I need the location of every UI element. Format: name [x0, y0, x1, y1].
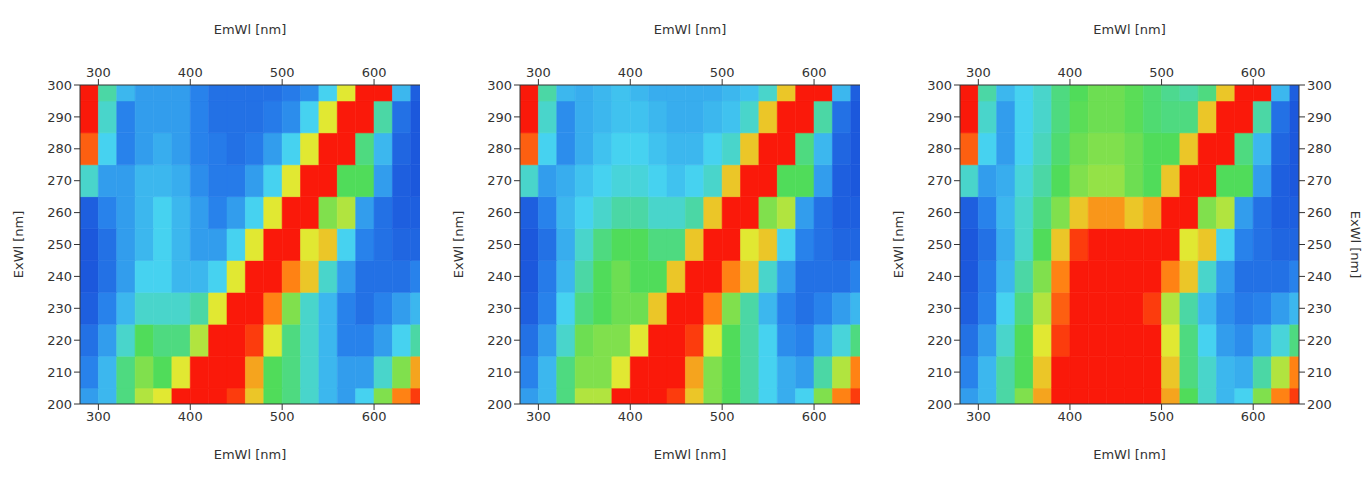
svg-text:290: 290: [47, 110, 72, 125]
svg-text:600: 600: [802, 409, 827, 424]
svg-text:260: 260: [487, 205, 512, 220]
svg-text:500: 500: [1149, 65, 1174, 80]
svg-text:200: 200: [927, 397, 952, 412]
svg-text:400: 400: [1058, 65, 1083, 80]
svg-text:260: 260: [927, 205, 952, 220]
svg-text:200: 200: [1307, 397, 1332, 412]
svg-text:230: 230: [1307, 301, 1332, 316]
svg-text:210: 210: [927, 365, 952, 380]
svg-text:290: 290: [927, 110, 952, 125]
svg-text:ExWl [nm]: ExWl [nm]: [11, 211, 26, 279]
svg-text:240: 240: [927, 269, 952, 284]
svg-text:300: 300: [526, 65, 551, 80]
svg-text:230: 230: [487, 301, 512, 316]
svg-text:400: 400: [178, 409, 203, 424]
svg-text:280: 280: [927, 141, 952, 156]
svg-text:EmWl [nm]: EmWl [nm]: [654, 22, 727, 37]
svg-text:250: 250: [927, 237, 952, 252]
svg-text:260: 260: [1307, 205, 1332, 220]
svg-text:250: 250: [487, 237, 512, 252]
svg-text:290: 290: [1307, 110, 1332, 125]
svg-text:250: 250: [1307, 237, 1332, 252]
svg-text:500: 500: [710, 409, 735, 424]
svg-text:240: 240: [487, 269, 512, 284]
svg-text:280: 280: [47, 141, 72, 156]
svg-text:400: 400: [1058, 409, 1083, 424]
svg-text:210: 210: [1307, 365, 1332, 380]
svg-text:500: 500: [270, 65, 295, 80]
svg-text:200: 200: [487, 397, 512, 412]
svg-text:500: 500: [1149, 409, 1174, 424]
svg-text:400: 400: [618, 65, 643, 80]
svg-text:280: 280: [487, 141, 512, 156]
svg-text:EmWl [nm]: EmWl [nm]: [214, 22, 287, 37]
svg-text:270: 270: [927, 173, 952, 188]
svg-text:230: 230: [927, 301, 952, 316]
svg-text:600: 600: [362, 65, 387, 80]
svg-text:290: 290: [487, 110, 512, 125]
svg-text:300: 300: [927, 78, 952, 93]
svg-text:500: 500: [270, 409, 295, 424]
svg-text:600: 600: [1241, 65, 1266, 80]
svg-text:EmWl [nm]: EmWl [nm]: [1093, 447, 1166, 462]
svg-text:250: 250: [47, 237, 72, 252]
svg-text:400: 400: [618, 409, 643, 424]
svg-text:280: 280: [1307, 141, 1332, 156]
svg-text:300: 300: [487, 78, 512, 93]
svg-text:300: 300: [526, 409, 551, 424]
svg-text:220: 220: [927, 333, 952, 348]
svg-text:EmWl [nm]: EmWl [nm]: [1093, 22, 1166, 37]
svg-text:400: 400: [178, 65, 203, 80]
svg-text:300: 300: [966, 65, 991, 80]
svg-text:210: 210: [47, 365, 72, 380]
svg-text:300: 300: [86, 65, 111, 80]
svg-text:300: 300: [47, 78, 72, 93]
svg-text:270: 270: [47, 173, 72, 188]
svg-text:300: 300: [1307, 78, 1332, 93]
svg-text:220: 220: [1307, 333, 1332, 348]
svg-text:210: 210: [487, 365, 512, 380]
svg-text:600: 600: [802, 65, 827, 80]
svg-text:300: 300: [86, 409, 111, 424]
svg-text:200: 200: [47, 397, 72, 412]
svg-text:240: 240: [47, 269, 72, 284]
svg-text:600: 600: [362, 409, 387, 424]
svg-text:ExWl [nm]: ExWl [nm]: [451, 211, 466, 279]
svg-text:300: 300: [966, 409, 991, 424]
svg-text:240: 240: [1307, 269, 1332, 284]
svg-text:220: 220: [487, 333, 512, 348]
svg-text:220: 220: [47, 333, 72, 348]
svg-text:ExWl [nm]: ExWl [nm]: [891, 211, 906, 279]
svg-text:270: 270: [1307, 173, 1332, 188]
svg-text:ExWl [nm]: ExWl [nm]: [1348, 211, 1363, 279]
svg-text:600: 600: [1241, 409, 1266, 424]
svg-text:270: 270: [487, 173, 512, 188]
svg-text:EmWl [nm]: EmWl [nm]: [214, 447, 287, 462]
svg-text:260: 260: [47, 205, 72, 220]
svg-text:500: 500: [710, 65, 735, 80]
svg-text:230: 230: [47, 301, 72, 316]
svg-text:EmWl [nm]: EmWl [nm]: [654, 447, 727, 462]
